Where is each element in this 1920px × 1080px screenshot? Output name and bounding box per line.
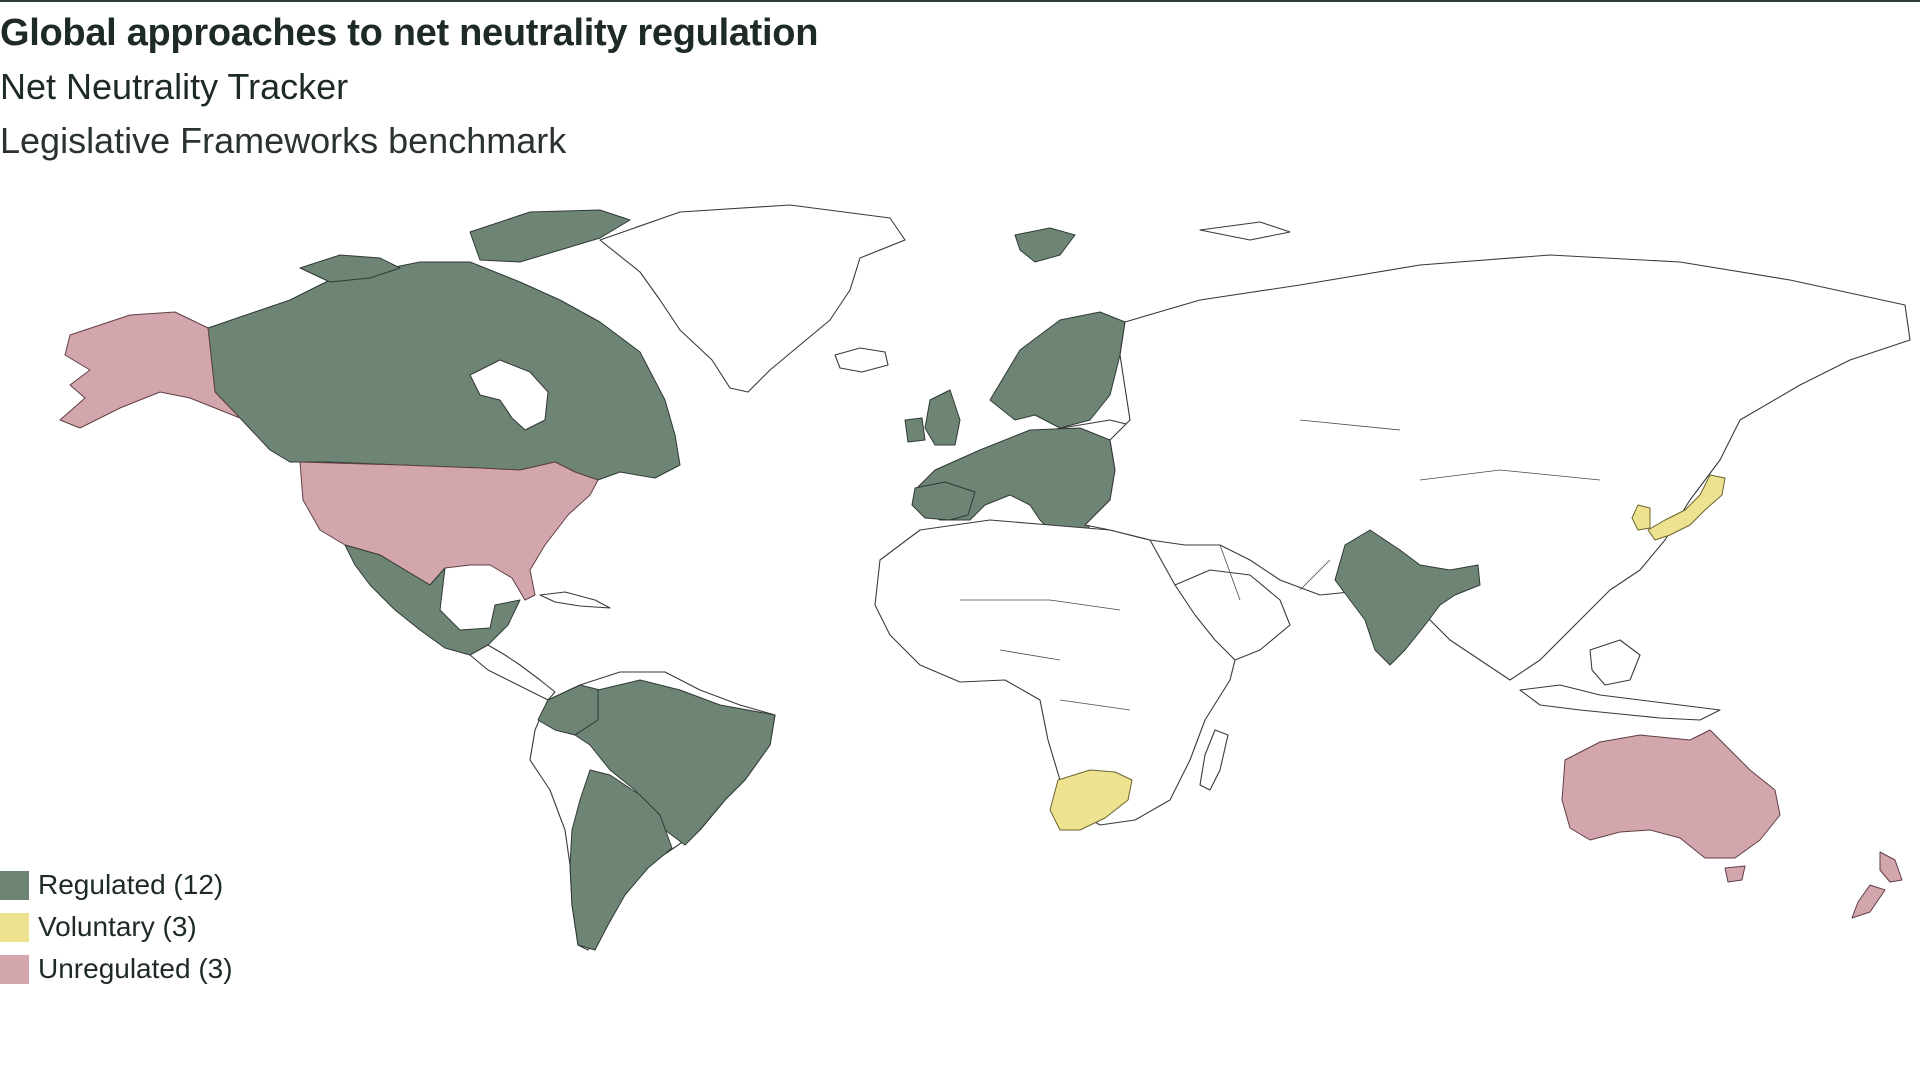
land-indonesia: [1519, 684, 1721, 721]
land-borneo: [1589, 639, 1641, 686]
region-iberia: [911, 481, 976, 521]
region-japan: [1647, 474, 1726, 541]
region-scandinavia: [989, 311, 1126, 429]
land-iceland: [834, 347, 889, 373]
region-india: [1334, 529, 1481, 666]
legend-swatch-voluntary: [0, 912, 29, 942]
land-asia: [1084, 254, 1911, 681]
land-greenland: [599, 204, 906, 393]
land-cuba: [539, 591, 611, 609]
top-rule: [0, 0, 1920, 2]
region-south-africa: [1049, 769, 1133, 831]
region-brazil: [574, 679, 776, 846]
land-africa: [874, 519, 1241, 826]
region-canada: [207, 261, 681, 481]
region-svalbard: [1014, 227, 1076, 263]
region-alaska: [59, 311, 241, 429]
legend-swatch-unregulated: [0, 954, 29, 984]
legend-item-regulated: Regulated (12): [0, 864, 233, 906]
map-subtitle: Net Neutrality Tracker: [0, 66, 349, 107]
region-argentina-chile: [569, 769, 673, 951]
region-tasmania: [1724, 865, 1746, 883]
map-title: Global approaches to net neutrality regu…: [0, 12, 819, 54]
region-canada-islands: [469, 209, 631, 263]
world-map: [59, 204, 1911, 951]
legend-item-voluntary: Voluntary (3): [0, 906, 233, 948]
legend-swatch-regulated: [0, 870, 29, 900]
land-arctic-islands: [1199, 221, 1291, 241]
legend-label-voluntary: Voluntary (3): [38, 911, 197, 942]
border-lines: [960, 419, 1601, 711]
region-ireland: [904, 417, 926, 443]
region-uk: [924, 389, 961, 446]
benchmark-label: Legislative Frameworks benchmark: [0, 120, 567, 161]
legend-label-unregulated: Unregulated (3): [38, 953, 233, 984]
region-new-zealand: [1851, 851, 1903, 919]
legend-item-unregulated: Unregulated (3): [0, 948, 233, 990]
region-usa: [299, 461, 599, 601]
legend-label-regulated: Regulated (12): [38, 869, 224, 900]
region-canada-islands-2: [299, 254, 401, 283]
region-australia: [1561, 729, 1781, 859]
land-hudson-bay: [469, 359, 549, 431]
region-mexico: [344, 544, 521, 656]
land-madagascar: [1199, 729, 1229, 791]
legend: Regulated (12) Voluntary (3) Unregulated…: [0, 864, 233, 990]
region-korea: [1631, 504, 1651, 531]
land-central-america: [469, 644, 556, 701]
